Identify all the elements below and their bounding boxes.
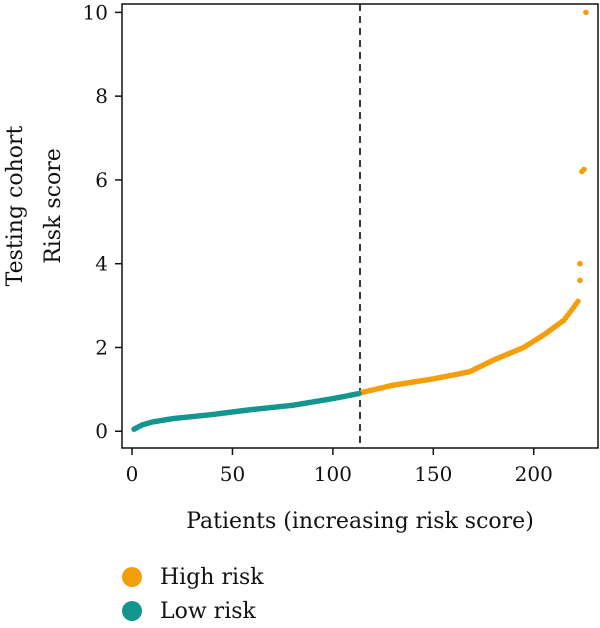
plot-frame bbox=[121, 3, 599, 449]
legend-marker-low-risk bbox=[122, 601, 142, 621]
legend-item-high-risk: High risk bbox=[122, 560, 264, 594]
risk-score-chart: 0 50 100 150 200 0 2 4 6 8 10 Patients (increasing… bbox=[3, 0, 599, 534]
x-tick-label: 0 bbox=[126, 462, 139, 486]
axes-layer: 0 50 100 150 200 0 2 4 6 8 10 bbox=[83, 0, 599, 486]
y-tick-label: 0 bbox=[95, 419, 108, 443]
y-tick-label: 6 bbox=[95, 168, 108, 192]
legend-marker-high-risk bbox=[122, 567, 142, 587]
points-layer bbox=[131, 9, 589, 432]
point-low-risk bbox=[356, 390, 362, 397]
legend-label-high-risk: High risk bbox=[160, 564, 264, 590]
y-tick-label: 4 bbox=[95, 252, 108, 276]
x-tick-label: 50 bbox=[220, 462, 245, 486]
point-high-risk bbox=[577, 277, 583, 284]
point-high-risk bbox=[577, 260, 583, 267]
y-tick-label: 8 bbox=[95, 84, 108, 108]
x-tick-label: 100 bbox=[314, 462, 352, 486]
point-high-risk bbox=[581, 166, 587, 173]
x-axis-title: Patients (increasing risk score) bbox=[186, 509, 534, 534]
legend: High risk Low risk bbox=[122, 560, 264, 628]
legend-label-low-risk: Low risk bbox=[160, 598, 256, 624]
y-tick-label: 10 bbox=[83, 0, 108, 24]
y-tick-label: 2 bbox=[95, 335, 108, 359]
x-tick-label: 150 bbox=[414, 462, 452, 486]
point-high-risk bbox=[583, 9, 589, 16]
y-axis-title-line-2: Risk score bbox=[41, 148, 66, 264]
legend-item-low-risk: Low risk bbox=[122, 594, 264, 628]
x-tick-label: 200 bbox=[515, 462, 553, 486]
y-axis-title-line-1: Testing cohort bbox=[3, 125, 28, 286]
point-high-risk bbox=[575, 298, 581, 305]
